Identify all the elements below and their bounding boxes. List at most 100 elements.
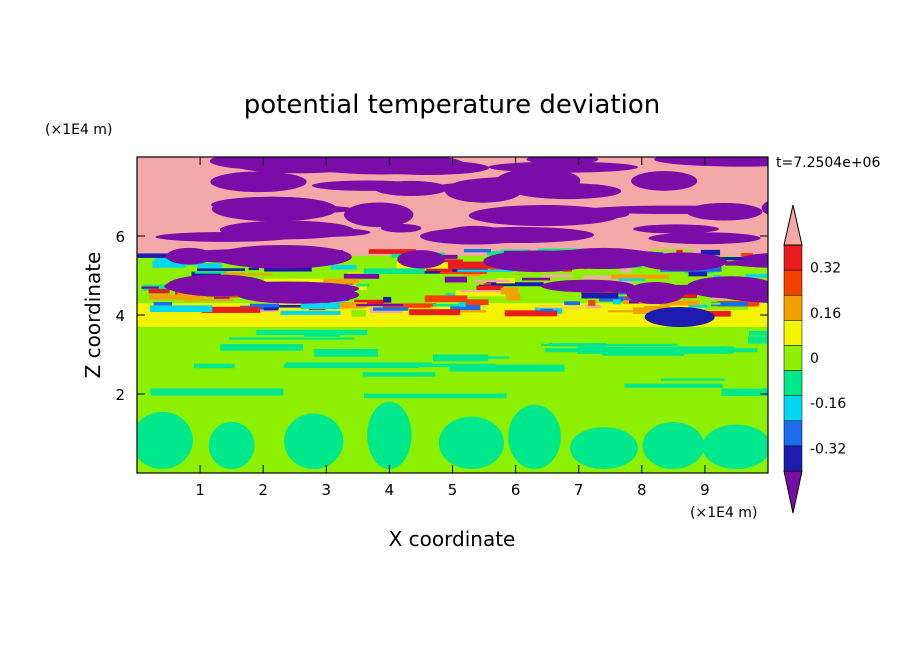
turbulent-cell <box>150 305 213 313</box>
turbulent-cell <box>541 274 573 278</box>
turbulent-cell <box>197 268 246 271</box>
streak <box>541 343 678 346</box>
cold-layer <box>365 160 490 175</box>
turbulent-cell <box>458 301 466 307</box>
streak <box>661 378 725 381</box>
turbulent-cell <box>643 305 671 312</box>
colorbar-swatch <box>783 395 803 422</box>
turbulent-cell <box>500 287 519 295</box>
streak <box>721 388 768 396</box>
y-tick-label: 4 <box>115 307 125 325</box>
y-tick-label: 6 <box>115 228 125 246</box>
turbulent-cell <box>356 303 404 307</box>
streak <box>762 387 768 396</box>
plume <box>367 401 412 470</box>
turbulent-cell <box>149 294 203 300</box>
colorbar: 0.32 0.16 0 -0.16 -0.32 <box>783 204 846 514</box>
streak <box>449 364 565 372</box>
turbulent-cell <box>618 278 646 282</box>
streak <box>364 393 507 399</box>
colorbar-swatch <box>783 269 803 296</box>
colorbar-max-arrow <box>783 204 803 246</box>
turbulent-cell <box>455 290 506 297</box>
turbulent-cell <box>599 296 634 302</box>
colorbar-swatch <box>783 370 803 396</box>
cold-layer <box>444 178 522 203</box>
plume <box>208 421 255 470</box>
turbulent-cell <box>227 273 273 276</box>
plume <box>438 416 505 470</box>
turbulent-cell <box>263 278 324 285</box>
turbulent-cell <box>711 301 748 307</box>
cold-layer <box>165 247 213 265</box>
x-unit-label: (×1E4 m) <box>690 505 757 521</box>
turbulent-cell <box>409 309 461 316</box>
turbulent-cell <box>201 306 261 313</box>
cold-layer <box>654 157 768 167</box>
turbulent-cell <box>457 269 514 272</box>
turbulent-cell <box>427 259 463 265</box>
turbulent-cell <box>324 302 368 309</box>
cold-layer <box>648 232 761 245</box>
x-axis: 1 2 3 4 5 6 7 8 9 <box>195 157 710 499</box>
streak <box>624 383 723 388</box>
x-tick-label: 4 <box>385 481 395 499</box>
turbulent-cell <box>302 278 360 284</box>
turbulent-cell <box>473 279 510 283</box>
turbulent-cell <box>613 299 621 305</box>
turbulent-cell <box>264 267 312 272</box>
turbulent-cell <box>137 253 177 258</box>
turbulent-cell <box>450 304 481 311</box>
streak <box>256 329 368 336</box>
cold-layer <box>213 244 352 269</box>
colorbar-label: -0.16 <box>810 396 846 412</box>
turbulent-cell <box>540 308 554 312</box>
turbulent-cell <box>250 303 280 309</box>
cold-layer <box>155 232 295 242</box>
cold-layer <box>233 157 365 174</box>
streak <box>285 362 432 367</box>
turbulent-cell <box>368 249 416 254</box>
cold-layer <box>631 171 698 191</box>
turbulent-cell <box>270 304 323 308</box>
x-tick-label: 9 <box>700 481 710 499</box>
turbulent-cell <box>191 271 221 277</box>
y-unit-label: (×1E4 m) <box>45 122 112 138</box>
cold-layer <box>585 205 761 215</box>
colorbar-label: -0.32 <box>810 441 846 457</box>
colorbar-swatch <box>783 294 803 321</box>
time-label: t=7.2504e+06 <box>776 155 880 171</box>
turbulent-cell <box>588 300 596 306</box>
cold-layer <box>237 286 360 304</box>
turbulent-cell <box>343 273 380 279</box>
turbulent-cell <box>148 289 170 294</box>
x-tick-label: 1 <box>195 481 205 499</box>
plume <box>508 404 561 470</box>
turbulent-cell <box>506 293 521 301</box>
turbulent-cell <box>383 296 392 303</box>
turbulent-cell <box>444 276 467 283</box>
x-tick-label: 2 <box>258 481 268 499</box>
turbulent-cell <box>439 272 487 275</box>
turbulent-cell <box>280 310 341 315</box>
y-axis: 2 4 6 <box>115 228 768 404</box>
plume <box>642 422 705 470</box>
turbulent-cell <box>445 293 456 297</box>
turbulent-cell <box>183 298 234 302</box>
turbulent-cell <box>581 292 619 299</box>
turbulent-cell <box>704 303 749 310</box>
turbulent-cell <box>676 249 683 253</box>
turbulent-cell <box>659 300 700 306</box>
plume <box>569 427 638 470</box>
turbulent-cell <box>263 307 279 311</box>
colorbar-swatch <box>783 320 803 346</box>
cold-layer <box>380 223 422 233</box>
cold-layer <box>211 196 338 222</box>
cold-layer <box>548 247 660 270</box>
streak <box>748 336 768 344</box>
y-tick-label: 2 <box>115 386 125 404</box>
turbulent-cell <box>745 273 768 278</box>
turbulent-cell <box>650 249 693 252</box>
turbulent-cell <box>197 263 222 269</box>
turbulent-cell <box>620 266 632 273</box>
